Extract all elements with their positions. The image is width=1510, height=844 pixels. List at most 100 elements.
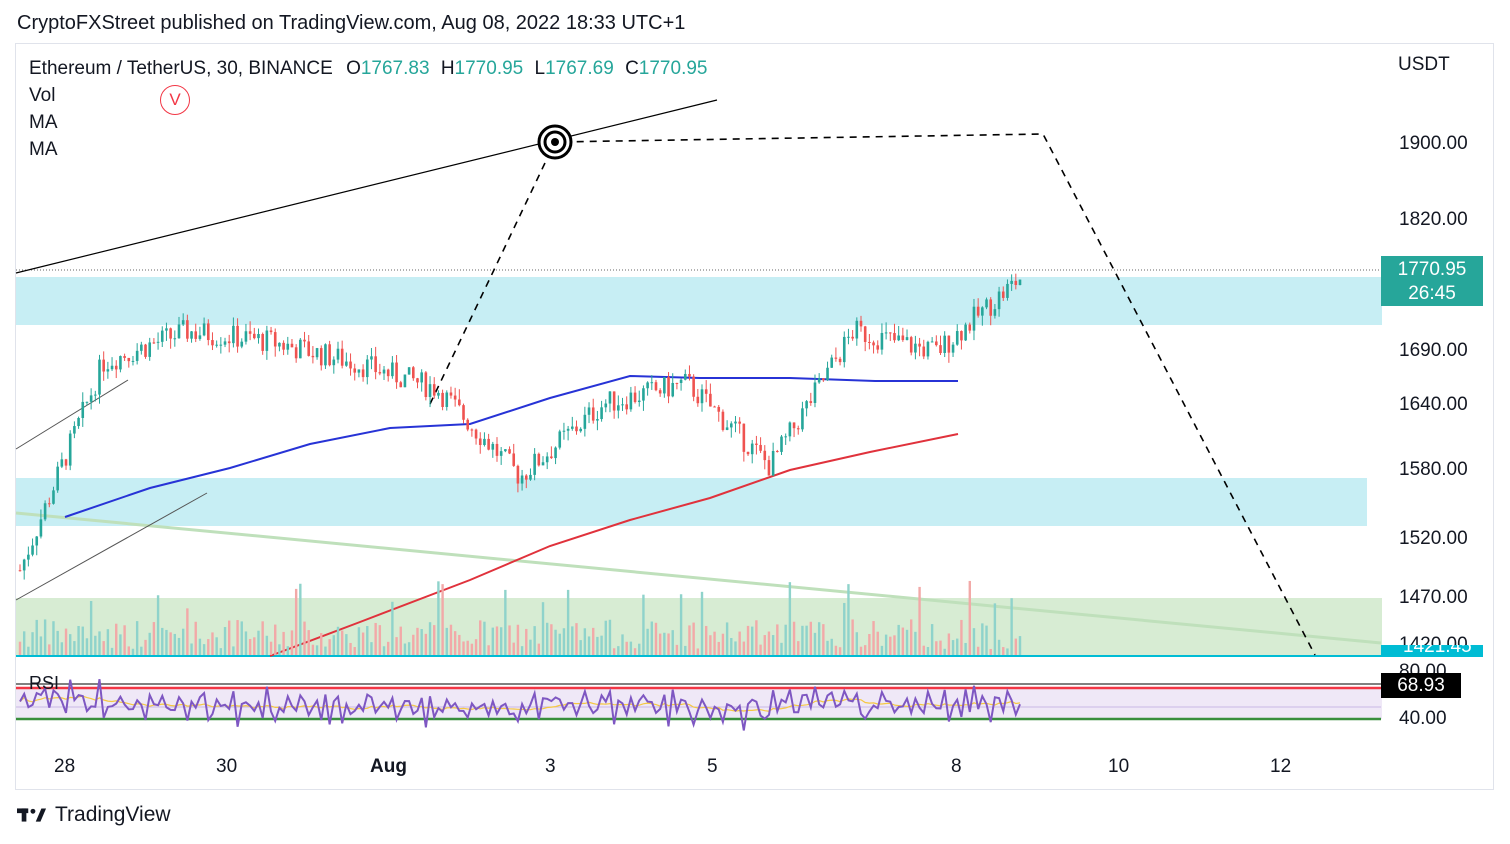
candle-body	[964, 324, 967, 341]
volume-bar	[918, 586, 921, 655]
candle-body	[855, 320, 859, 339]
candle-body	[307, 341, 311, 356]
volume-bar	[997, 639, 1001, 655]
volume-bar	[148, 632, 151, 655]
candle-body	[805, 401, 808, 409]
volume-bar	[968, 580, 971, 655]
candle-body	[554, 447, 557, 459]
volume-bar	[596, 636, 599, 655]
volume-bar	[110, 647, 114, 655]
candle-body	[960, 331, 963, 341]
volume-bar	[165, 629, 168, 655]
candle-body	[135, 350, 139, 361]
volume-bar	[926, 647, 930, 655]
volume-bar	[621, 634, 624, 655]
volume-bar	[48, 644, 51, 655]
candle-body	[683, 373, 687, 380]
x-tick: 8	[951, 756, 962, 777]
volume-bar	[131, 648, 135, 655]
candle-body	[340, 348, 344, 366]
volume-bar	[805, 625, 808, 655]
indicator-vol[interactable]: Vol	[29, 85, 56, 106]
footer-brand[interactable]: TradingView	[55, 803, 171, 826]
indicator-ma-2[interactable]: MA	[29, 139, 58, 160]
low-value: 1767.69	[545, 58, 614, 79]
price-tick: 1900.00	[1399, 133, 1468, 154]
arrow-line-1	[15, 379, 129, 450]
candle-body	[169, 328, 172, 339]
candle-body	[303, 339, 306, 342]
candle-body	[206, 323, 210, 341]
volume-bar	[550, 624, 553, 655]
volume-bar	[487, 645, 490, 655]
candle-body	[466, 419, 469, 430]
volume-bar	[638, 643, 641, 655]
volume-bar	[734, 641, 737, 655]
candle-body	[324, 344, 327, 366]
candle-body	[190, 331, 193, 339]
candle-body	[575, 426, 578, 432]
volume-bar	[161, 627, 164, 655]
candle-body	[73, 426, 76, 434]
volume-bar	[989, 648, 992, 655]
candle-body	[244, 331, 248, 342]
candle-body	[160, 330, 164, 342]
candle-body	[428, 384, 432, 398]
volume-bar	[704, 625, 708, 655]
upper-trendline	[15, 99, 718, 274]
candle-body	[420, 372, 423, 383]
volume-bar	[248, 638, 252, 655]
volume-bar	[608, 619, 612, 655]
volume-bar	[575, 623, 578, 655]
volume-bar	[763, 635, 766, 655]
v-badge-icon[interactable]: V	[160, 85, 190, 115]
volume-bar	[420, 629, 423, 655]
candle-body	[650, 382, 654, 384]
candle-body	[985, 299, 988, 308]
candle-body	[876, 345, 880, 350]
candle-body	[955, 331, 959, 345]
volume-bar	[717, 641, 720, 655]
candle-body	[290, 343, 294, 348]
candle-body	[909, 337, 913, 353]
candle-body	[771, 451, 775, 476]
candle-body	[89, 395, 93, 402]
candle-body	[834, 357, 838, 359]
candle-body	[859, 320, 863, 327]
volume-bar	[303, 621, 306, 655]
rsi-label[interactable]: RSI	[29, 673, 60, 693]
volume-bar	[562, 628, 566, 655]
candle-body	[445, 392, 449, 407]
volume-bar	[290, 630, 294, 655]
candle-body	[299, 339, 302, 359]
candle-body	[717, 406, 721, 412]
high-label: H	[440, 58, 455, 79]
volume-bar	[646, 628, 649, 655]
candle-body	[897, 335, 900, 341]
candle-body	[374, 356, 377, 373]
indicator-ma-1[interactable]: MA	[29, 112, 58, 133]
volume-bar	[69, 634, 72, 655]
volume-bar	[357, 627, 361, 655]
volume-bar	[499, 627, 503, 655]
candle-body	[1001, 291, 1005, 298]
volume-bar	[43, 619, 47, 655]
volume-bar	[198, 638, 202, 655]
candle-body	[608, 391, 612, 404]
volume-bar	[587, 636, 591, 655]
volume-bar	[650, 621, 653, 655]
candle-body	[215, 344, 218, 346]
candle-body	[947, 335, 951, 353]
volume-bar	[692, 622, 695, 655]
candle-body	[721, 411, 725, 430]
candle-body	[884, 332, 888, 334]
volume-bar	[579, 640, 582, 655]
candle-body	[102, 359, 105, 372]
volume-bar	[633, 648, 637, 655]
candle-body	[152, 342, 156, 344]
candle-body	[386, 369, 390, 377]
candle-body	[591, 407, 595, 421]
symbol-title[interactable]: Ethereum / TetherUS, 30, BINANCE	[29, 58, 333, 79]
candle-body	[516, 465, 520, 484]
